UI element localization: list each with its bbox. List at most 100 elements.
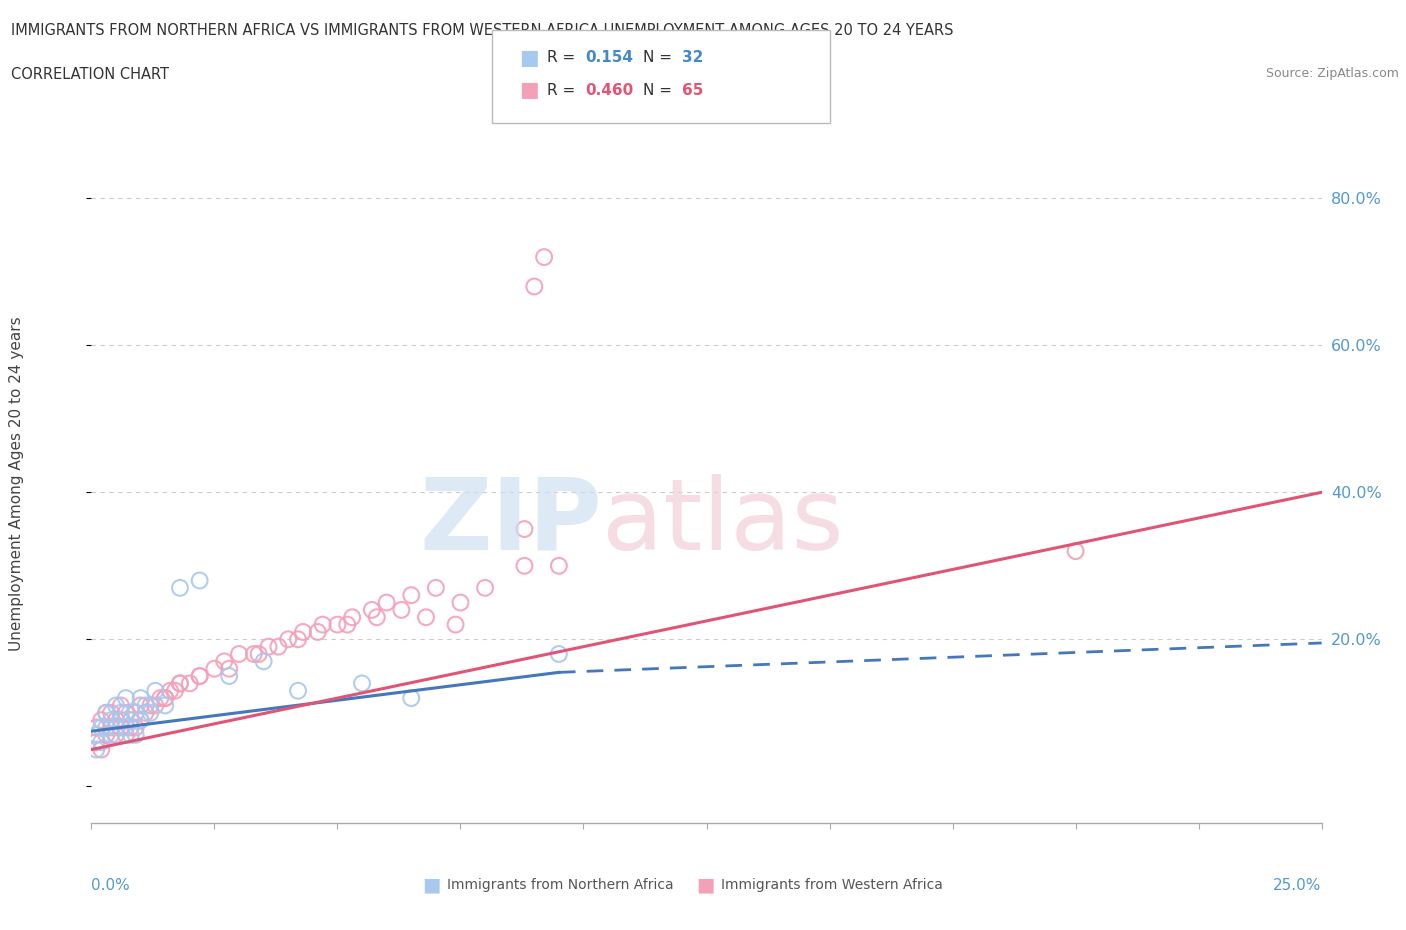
- Point: [188, 573, 211, 588]
- Text: 65: 65: [682, 83, 703, 98]
- Point: [291, 625, 314, 640]
- Point: [100, 720, 122, 735]
- Text: Source: ZipAtlas.com: Source: ZipAtlas.com: [1265, 67, 1399, 80]
- Point: [110, 720, 132, 735]
- Point: [100, 705, 122, 720]
- Point: [110, 705, 132, 720]
- Point: [169, 676, 191, 691]
- Point: [90, 712, 112, 727]
- Text: Immigrants from Western Africa: Immigrants from Western Africa: [721, 878, 943, 893]
- Point: [449, 595, 471, 610]
- Point: [340, 610, 363, 625]
- Point: [218, 669, 240, 684]
- Text: ■: ■: [519, 47, 538, 68]
- Point: [145, 684, 166, 698]
- Text: 32: 32: [682, 50, 703, 65]
- Point: [399, 691, 422, 706]
- Point: [120, 712, 142, 727]
- Point: [124, 720, 146, 735]
- Point: [114, 705, 138, 720]
- Point: [124, 727, 146, 742]
- Point: [114, 720, 138, 735]
- Text: N =: N =: [643, 50, 676, 65]
- Point: [86, 720, 108, 735]
- Point: [533, 249, 555, 264]
- Point: [96, 727, 117, 742]
- Point: [120, 727, 142, 742]
- Point: [513, 558, 536, 573]
- Point: [135, 705, 156, 720]
- Point: [129, 698, 152, 713]
- Point: [474, 580, 496, 595]
- Point: [247, 646, 270, 661]
- Point: [287, 684, 309, 698]
- Point: [188, 669, 211, 684]
- Point: [129, 712, 152, 727]
- Point: [105, 698, 127, 713]
- Point: [96, 720, 117, 735]
- Text: ■: ■: [519, 80, 538, 100]
- Point: [149, 691, 172, 706]
- Point: [267, 639, 290, 654]
- Point: [124, 705, 146, 720]
- Text: CORRELATION CHART: CORRELATION CHART: [11, 67, 169, 82]
- Point: [366, 610, 388, 625]
- Point: [228, 646, 250, 661]
- Point: [124, 705, 146, 720]
- Text: ZIP: ZIP: [419, 473, 602, 571]
- Point: [135, 698, 156, 713]
- Point: [212, 654, 235, 669]
- Point: [179, 676, 201, 691]
- Text: Unemployment Among Ages 20 to 24 years: Unemployment Among Ages 20 to 24 years: [10, 316, 24, 651]
- Point: [1064, 544, 1087, 559]
- Point: [159, 684, 181, 698]
- Point: [336, 618, 359, 632]
- Point: [153, 691, 177, 706]
- Point: [90, 742, 112, 757]
- Text: 25.0%: 25.0%: [1274, 878, 1322, 893]
- Point: [352, 676, 374, 691]
- Point: [139, 698, 162, 713]
- Point: [153, 691, 177, 706]
- Text: 0.0%: 0.0%: [91, 878, 131, 893]
- Text: IMMIGRANTS FROM NORTHERN AFRICA VS IMMIGRANTS FROM WESTERN AFRICA UNEMPLOYMENT A: IMMIGRANTS FROM NORTHERN AFRICA VS IMMIG…: [11, 23, 953, 38]
- Point: [86, 735, 108, 750]
- Point: [169, 580, 191, 595]
- Point: [100, 712, 122, 727]
- Point: [96, 705, 117, 720]
- Point: [242, 646, 264, 661]
- Point: [86, 742, 108, 757]
- Point: [90, 735, 112, 750]
- Point: [425, 580, 447, 595]
- Text: Immigrants from Northern Africa: Immigrants from Northern Africa: [447, 878, 673, 893]
- Point: [389, 603, 413, 618]
- Text: R =: R =: [547, 50, 581, 65]
- Point: [139, 705, 162, 720]
- Point: [415, 610, 437, 625]
- Point: [129, 712, 152, 727]
- Point: [105, 720, 127, 735]
- Point: [326, 618, 349, 632]
- Text: ■: ■: [422, 876, 440, 895]
- Point: [129, 691, 152, 706]
- Point: [307, 625, 329, 640]
- Point: [277, 631, 299, 646]
- Text: N =: N =: [643, 83, 676, 98]
- Point: [110, 712, 132, 727]
- Point: [105, 712, 127, 727]
- Point: [114, 727, 138, 742]
- Point: [253, 654, 276, 669]
- Point: [360, 603, 382, 618]
- Point: [105, 727, 127, 742]
- Point: [375, 595, 398, 610]
- Point: [90, 720, 112, 735]
- Point: [163, 684, 186, 698]
- Text: atlas: atlas: [602, 473, 844, 571]
- Text: ■: ■: [696, 876, 714, 895]
- Point: [110, 698, 132, 713]
- Point: [257, 639, 280, 654]
- Point: [311, 618, 335, 632]
- Point: [547, 558, 569, 573]
- Point: [86, 727, 108, 742]
- Text: 0.460: 0.460: [585, 83, 633, 98]
